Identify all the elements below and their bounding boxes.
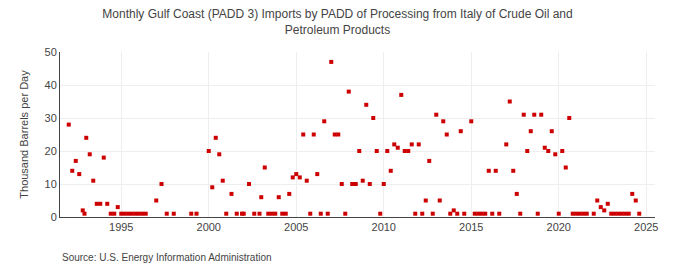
svg-text:2025: 2025: [634, 221, 658, 233]
svg-text:50: 50: [45, 46, 57, 58]
svg-text:10: 10: [45, 178, 57, 190]
svg-text:0: 0: [51, 211, 57, 223]
svg-text:30: 30: [45, 112, 57, 124]
svg-text:Source: U.S. Energy Informatio: Source: U.S. Energy Information Administ…: [62, 252, 272, 263]
svg-text:2010: 2010: [372, 221, 396, 233]
svg-text:2015: 2015: [459, 221, 483, 233]
svg-text:20: 20: [45, 145, 57, 157]
svg-text:1995: 1995: [109, 221, 133, 233]
svg-text:2020: 2020: [547, 221, 571, 233]
svg-text:2005: 2005: [284, 221, 308, 233]
svg-text:2000: 2000: [197, 221, 221, 233]
svg-text:40: 40: [45, 79, 57, 91]
svg-text:Monthly Gulf Coast (PADD 3) Im: Monthly Gulf Coast (PADD 3) Imports by P…: [102, 7, 572, 37]
svg-text:Thousand Barrels per Day: Thousand Barrels per Day: [18, 70, 30, 199]
